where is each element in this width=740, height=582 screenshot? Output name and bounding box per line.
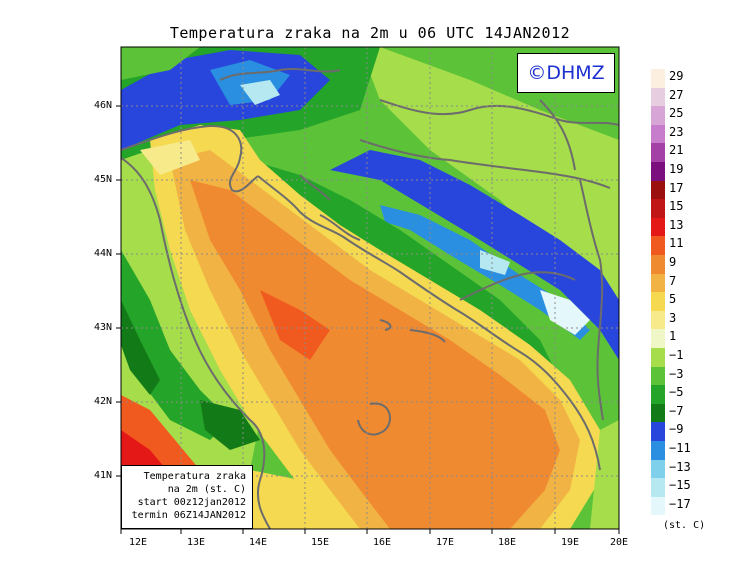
legend-label: 9 xyxy=(669,255,677,269)
lat-label: 43N xyxy=(94,322,113,333)
map-frame xyxy=(120,46,620,530)
legend-swatch xyxy=(651,385,665,404)
legend-label: 15 xyxy=(669,199,684,214)
legend-swatch xyxy=(651,180,665,200)
lon-label: 16E xyxy=(372,537,392,548)
legend-label: 17 xyxy=(669,180,684,195)
lon-label: 18E xyxy=(497,537,517,548)
map-title: Temperatura zraka na 2m u 06 UTC 14JAN20… xyxy=(169,24,571,42)
lon-label: 15E xyxy=(310,537,330,548)
legend-unit: (st. C) xyxy=(663,520,706,531)
legend-swatch xyxy=(651,143,665,162)
legend-swatch xyxy=(651,162,665,181)
info-line: na 2m (st. C) xyxy=(167,484,246,495)
lon-label: 17E xyxy=(435,537,455,548)
lon-label: 19E xyxy=(560,537,580,548)
legend-label: 13 xyxy=(669,217,684,232)
legend-label: 1 xyxy=(669,329,677,344)
graticule xyxy=(121,47,619,529)
legend-label: 7 xyxy=(669,273,677,288)
legend-label: 21 xyxy=(669,143,684,158)
legend-label: 29 xyxy=(669,69,684,83)
lon-label: 14E xyxy=(248,537,268,548)
legend-label: 27 xyxy=(669,87,684,102)
legend-swatch xyxy=(651,106,665,125)
legend-swatch xyxy=(651,403,665,423)
legend-label: 11 xyxy=(669,236,684,251)
coastline xyxy=(121,68,619,529)
legend-label: −5 xyxy=(669,385,684,400)
legend-label: 23 xyxy=(669,124,684,139)
legend-swatch xyxy=(651,478,665,497)
info-line: termin 06Z14JAN2012 xyxy=(131,510,246,521)
legend-swatch xyxy=(651,255,665,274)
legend-label: −17 xyxy=(669,496,691,511)
legend-swatch xyxy=(651,217,665,237)
legend-swatch xyxy=(651,496,665,516)
legend-swatch xyxy=(651,199,665,218)
lat-label: 41N xyxy=(94,470,113,481)
lon-label: 13E xyxy=(186,537,206,548)
legend-label: 3 xyxy=(669,310,677,325)
legend-swatch xyxy=(651,329,665,348)
legend-label: −13 xyxy=(669,459,691,474)
legend-label: −3 xyxy=(669,366,684,381)
legend-label: 5 xyxy=(669,292,677,307)
legend-label: −11 xyxy=(669,441,691,455)
lat-label: 42N xyxy=(94,396,113,407)
legend-swatch xyxy=(651,348,665,367)
legend-swatch xyxy=(651,124,665,144)
legend-label: −9 xyxy=(669,422,684,437)
legend-label: 19 xyxy=(669,162,684,176)
lon-label: 20E xyxy=(609,537,629,548)
legend-swatch xyxy=(651,292,665,311)
lon-label: 12E xyxy=(128,537,148,548)
legend-swatch xyxy=(651,441,665,460)
legend-swatch xyxy=(651,87,665,107)
lat-label: 45N xyxy=(94,174,113,185)
legend-label: −1 xyxy=(669,348,684,362)
legend-swatch xyxy=(651,459,665,479)
info-line: start 00z12jan2012 xyxy=(137,497,246,508)
info-line: Temperatura zraka xyxy=(143,471,246,482)
legend-swatch xyxy=(651,310,665,330)
legend-label: 25 xyxy=(669,106,684,121)
legend-label: −7 xyxy=(669,403,684,418)
lat-label: 46N xyxy=(94,100,113,111)
legend-label: −15 xyxy=(669,478,691,493)
temperature-field xyxy=(121,47,619,529)
lat-label: 44N xyxy=(94,248,113,259)
legend-swatch xyxy=(651,236,665,255)
info-box: Temperatura zraka na 2m (st. C) start 00… xyxy=(121,465,253,529)
legend-swatch xyxy=(651,273,665,293)
legend-swatch xyxy=(651,366,665,386)
legend-swatch xyxy=(651,69,665,88)
legend-swatch xyxy=(651,422,665,441)
axis-ticks xyxy=(116,105,620,534)
dhmz-logo: ©DHMZ xyxy=(517,53,615,93)
